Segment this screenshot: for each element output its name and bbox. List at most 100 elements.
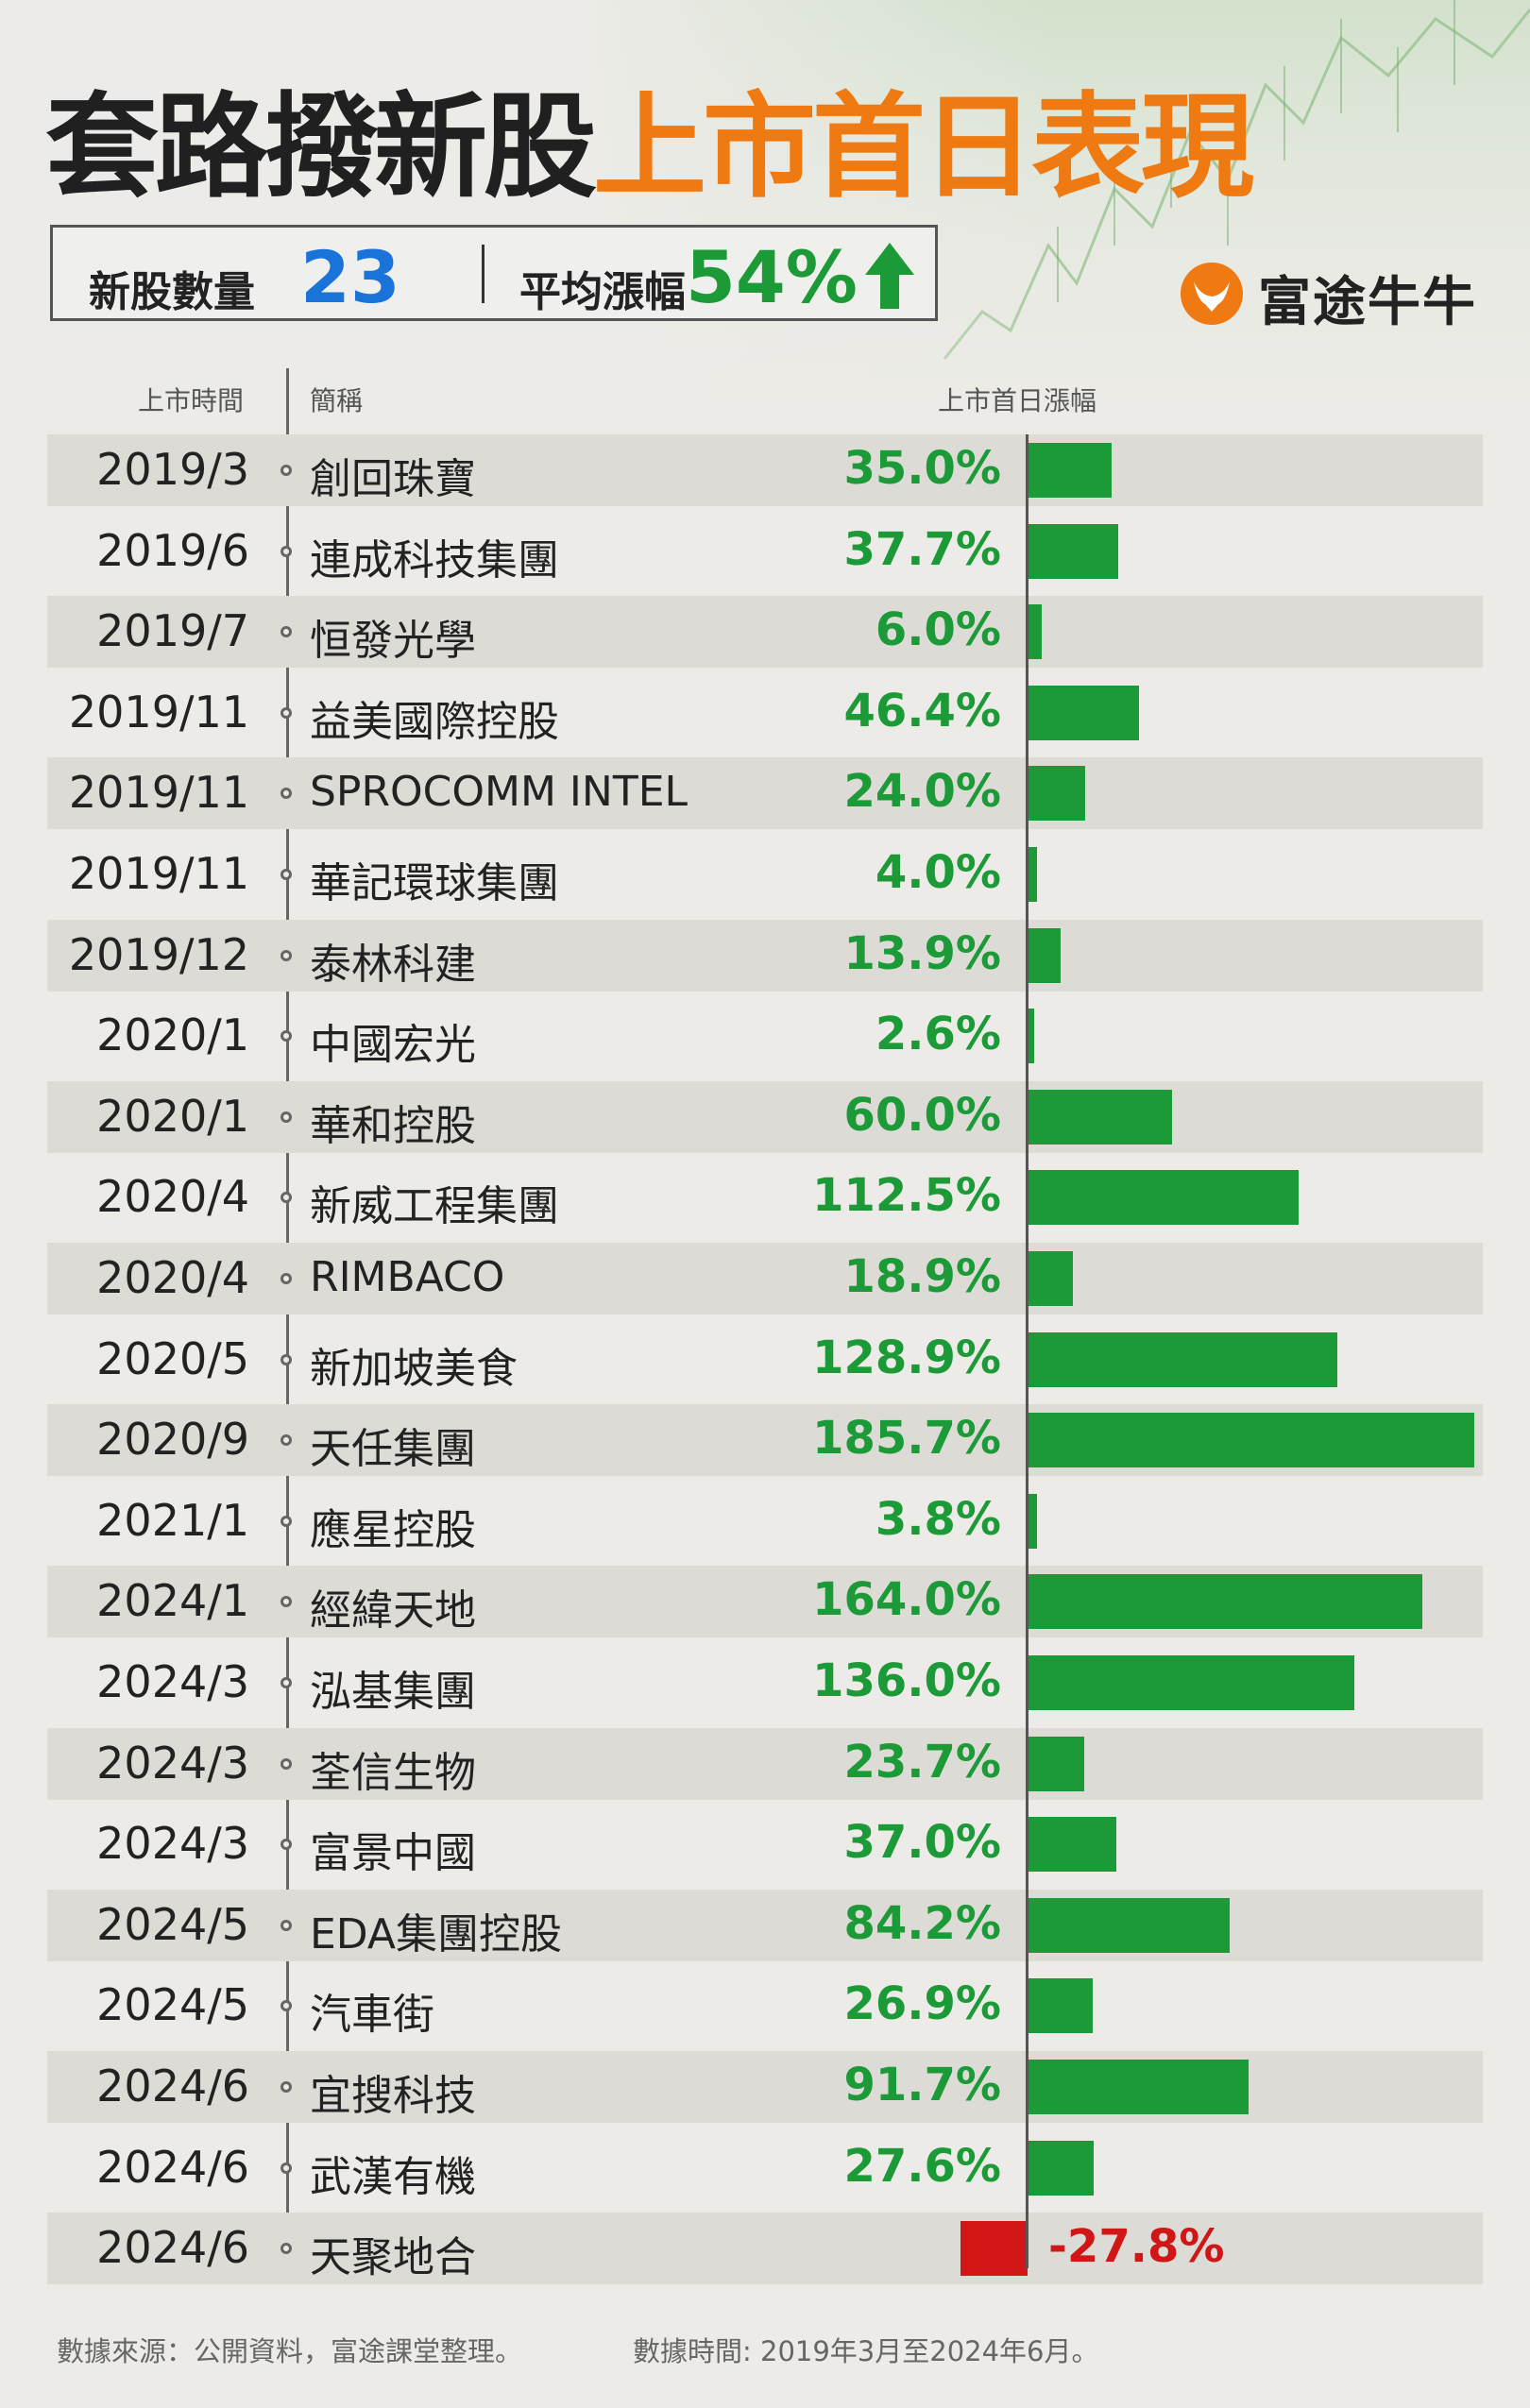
bar (1028, 2140, 1095, 2196)
timeline-dot (280, 1434, 292, 1447)
data-label: 46.4% (843, 684, 1001, 738)
avg-gain-label: 平均漲幅 (519, 268, 686, 316)
listing-date: 2024/1 (96, 1575, 249, 1627)
timeline-dot (280, 2162, 292, 2174)
listing-date: 2024/5 (96, 1979, 249, 2031)
ipo-count-label: 新股數量 (89, 268, 255, 316)
table-row (47, 919, 1483, 992)
stock-name: 富景中國 (310, 1829, 476, 1878)
bar (1028, 1978, 1093, 2034)
table-row (47, 434, 1483, 506)
stock-name: 天任集團 (310, 1425, 476, 1474)
listing-date: 2024/6 (96, 2060, 249, 2111)
bar (960, 2221, 1028, 2277)
bar (1028, 1897, 1231, 1953)
data-label: 84.2% (843, 1896, 1001, 1950)
data-label: 185.7% (812, 1412, 1001, 1466)
bar (1028, 927, 1062, 983)
listing-date: 2020/5 (96, 1332, 249, 1384)
bar (1028, 443, 1113, 498)
timeline-dot (280, 1919, 292, 1931)
timeline-dot (280, 545, 292, 557)
bar (1028, 1574, 1422, 1630)
data-label: 2.6% (875, 1008, 1001, 1061)
stock-name: 泓基集團 (310, 1668, 476, 1716)
stock-name: SPROCOMM INTEL (310, 768, 688, 817)
listing-date: 2019/7 (96, 605, 249, 657)
table-row (47, 516, 1483, 587)
bar (1028, 1331, 1338, 1387)
ipo-count-value: 23 (300, 235, 400, 319)
data-label: 37.0% (843, 1816, 1001, 1870)
table-row (47, 2213, 1483, 2285)
timeline-dot (280, 1596, 292, 1608)
table-row (47, 757, 1483, 830)
table-row (47, 677, 1483, 749)
listing-date: 2019/11 (68, 848, 249, 899)
data-label: 35.0% (843, 442, 1001, 495)
listing-date: 2024/6 (96, 2222, 249, 2274)
table-row (47, 596, 1483, 669)
stock-name: 新加坡美食 (310, 1344, 518, 1393)
listing-date: 2020/9 (96, 1414, 249, 1466)
title-part2: 上市首日表現 (593, 82, 1254, 213)
bar (1028, 1009, 1034, 1064)
listing-date: 2024/5 (96, 1898, 249, 1950)
stock-name: 天聚地合 (310, 2233, 476, 2282)
data-label: 13.9% (843, 926, 1001, 980)
data-label: 26.9% (843, 1977, 1001, 2031)
col-head-date: 上市時間 (138, 385, 245, 416)
data-label: 128.9% (812, 1331, 1001, 1384)
table-row (47, 1000, 1483, 1072)
stock-name: 汽車街 (310, 1991, 434, 2040)
listing-date: 2024/6 (96, 2141, 249, 2193)
timeline-dot (280, 1111, 292, 1123)
data-label: 3.8% (875, 1492, 1001, 1546)
stock-name: 益美國際控股 (310, 697, 559, 746)
table-row (47, 1243, 1483, 1314)
listing-date: 2020/1 (96, 1090, 249, 1142)
listing-date: 2024/3 (96, 1818, 249, 1870)
data-label: 4.0% (875, 846, 1001, 899)
data-label: 136.0% (812, 1654, 1001, 1707)
table-row (47, 1727, 1483, 1800)
data-label: 23.7% (843, 1735, 1001, 1789)
bull-logo-icon (1181, 263, 1243, 325)
table-row (47, 2051, 1483, 2123)
timeline-dot (280, 1757, 292, 1770)
listing-date: 2019/11 (68, 686, 249, 738)
timeline-dot (280, 1192, 292, 1204)
timeline-line (286, 368, 289, 2271)
stock-name: RIMBACO (310, 1253, 505, 1301)
timeline-dot (280, 2243, 292, 2255)
arrow-up-icon (865, 243, 914, 309)
brand-name: 富途牛牛 (1258, 272, 1477, 333)
timeline-dot (280, 1273, 292, 1284)
timeline-dot (280, 869, 292, 880)
bar (1028, 1089, 1172, 1145)
bar (1028, 685, 1140, 740)
stock-name: 武漢有機 (310, 2152, 476, 2201)
timeline-dot (280, 1677, 292, 1688)
timeline-dot (280, 2000, 292, 2012)
data-label: 37.7% (843, 522, 1001, 576)
data-label: 112.5% (812, 1169, 1001, 1223)
listing-date: 2020/1 (96, 1009, 249, 1061)
bar (1028, 1413, 1474, 1468)
table-row (47, 839, 1483, 910)
timeline-dot (280, 2081, 292, 2093)
bar (1028, 1817, 1117, 1873)
stock-chart-background (586, 0, 1530, 444)
data-label: 164.0% (812, 1573, 1001, 1627)
bar (1028, 847, 1038, 902)
bar (1028, 1736, 1085, 1791)
bar (1028, 1251, 1074, 1306)
bar-axis-line (1026, 434, 1028, 2268)
stock-name: 中國宏光 (310, 1021, 476, 1070)
data-label: 24.0% (843, 765, 1001, 819)
listing-date: 2024/3 (96, 1737, 249, 1789)
data-label: 6.0% (875, 603, 1001, 657)
avg-gain-value: 54% (686, 235, 858, 319)
data-label: 60.0% (843, 1088, 1001, 1142)
data-label: 18.9% (843, 1250, 1001, 1303)
